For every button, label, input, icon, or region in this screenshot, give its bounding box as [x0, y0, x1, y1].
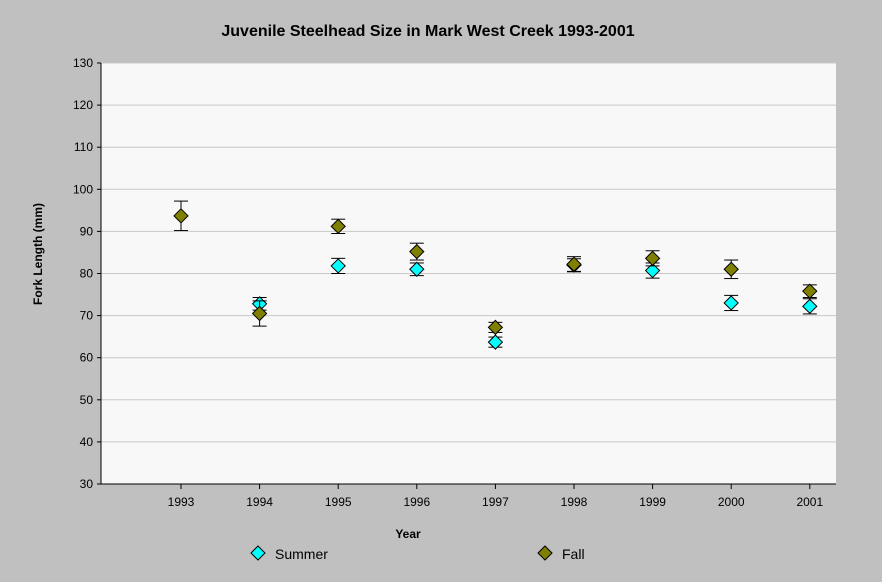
y-tick-label: 130 — [73, 56, 93, 70]
y-tick-label: 80 — [80, 267, 94, 281]
point-summer — [644, 262, 661, 279]
chart-title: Juvenile Steelhead Size in Mark West Cre… — [221, 23, 634, 40]
y-tick-label: 120 — [73, 98, 93, 112]
y-tick-label: 70 — [80, 309, 94, 323]
point-fall — [566, 256, 582, 272]
x-tick-label: 1995 — [325, 495, 352, 509]
x-tick-label: 2000 — [718, 495, 745, 509]
x-axis: 1993 1994 1995 1996 1997 1998 1999 2000 2001 — [168, 484, 823, 509]
x-axis-label: Year — [395, 527, 421, 541]
point-summer — [723, 295, 739, 311]
y-tick-label: 40 — [80, 435, 94, 449]
point-fall — [251, 305, 268, 322]
y-axis: 30 40 50 60 70 80 90 100 110 120 130 — [73, 56, 101, 491]
x-tick-label: 1994 — [246, 495, 273, 509]
point-summer — [330, 258, 346, 274]
legend-marker-fall — [537, 545, 553, 561]
data-marks — [173, 200, 818, 350]
point-fall — [723, 261, 739, 277]
y-tick-label: 30 — [80, 477, 94, 491]
x-tick-label: 1998 — [561, 495, 588, 509]
point-summer — [409, 261, 425, 277]
legend-marker-summer — [250, 545, 266, 561]
x-tick-label: 1996 — [403, 495, 430, 509]
point-fall — [173, 208, 189, 224]
point-fall — [802, 283, 818, 299]
point-fall — [330, 218, 346, 235]
legend-label-summer: Summer — [275, 546, 328, 562]
x-tick-label: 1997 — [482, 495, 509, 509]
x-tick-label: 2001 — [796, 495, 823, 509]
point-fall — [409, 243, 425, 260]
y-tick-label: 100 — [73, 182, 93, 196]
x-tick-label: 1993 — [168, 495, 195, 509]
y-tick-label: 60 — [80, 351, 94, 365]
point-fall — [487, 319, 504, 336]
legend: Summer Fall — [250, 545, 585, 562]
point-fall — [644, 250, 661, 267]
y-tick-label: 50 — [80, 393, 94, 407]
y-tick-label: 90 — [80, 224, 94, 238]
plot-area — [100, 62, 836, 485]
x-tick-label: 1999 — [639, 495, 666, 509]
y-tick-label: 110 — [74, 140, 93, 154]
legend-label-fall: Fall — [562, 546, 585, 562]
point-summer — [802, 298, 818, 315]
point-summer — [487, 334, 504, 350]
y-axis-label: Fork Length (mm) — [31, 203, 45, 305]
